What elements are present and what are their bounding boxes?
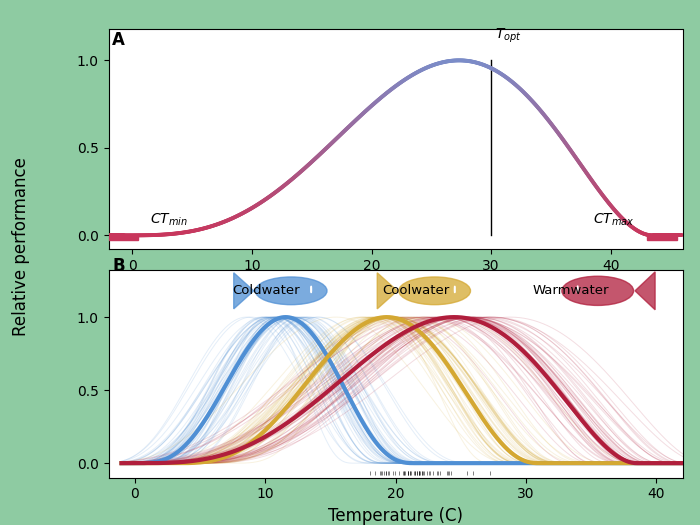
Text: A: A bbox=[112, 32, 125, 49]
Bar bbox=[647, 235, 676, 240]
X-axis label: Temperature (C): Temperature (C) bbox=[328, 279, 463, 297]
Ellipse shape bbox=[399, 277, 470, 304]
Polygon shape bbox=[377, 273, 398, 309]
Text: B: B bbox=[112, 257, 125, 275]
Text: Warmwater: Warmwater bbox=[533, 285, 609, 297]
X-axis label: Temperature (C): Temperature (C) bbox=[328, 507, 463, 525]
Text: Coldwater: Coldwater bbox=[232, 285, 300, 297]
Polygon shape bbox=[635, 272, 655, 310]
Bar bbox=[108, 235, 139, 240]
Ellipse shape bbox=[256, 277, 327, 304]
Polygon shape bbox=[234, 273, 254, 309]
Text: Coolwater: Coolwater bbox=[382, 285, 449, 297]
Text: $T_{opt}$: $T_{opt}$ bbox=[495, 26, 522, 45]
Ellipse shape bbox=[562, 276, 634, 306]
Text: $CT_{max}$: $CT_{max}$ bbox=[593, 212, 635, 228]
Text: Relative performance: Relative performance bbox=[12, 158, 30, 336]
Text: $CT_{min}$: $CT_{min}$ bbox=[150, 212, 188, 228]
